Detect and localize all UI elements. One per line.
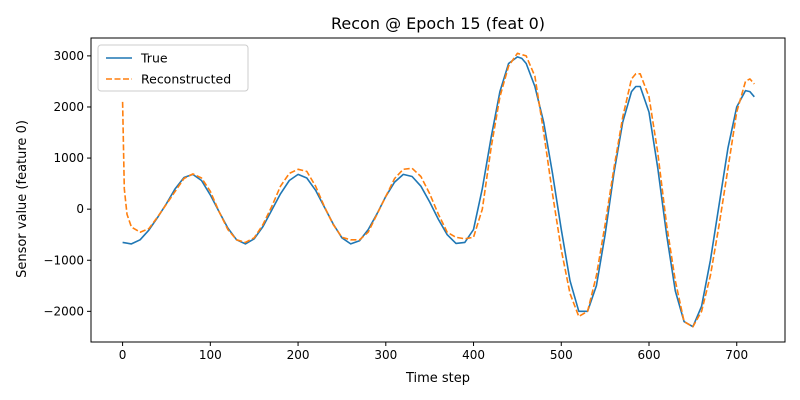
plot-area bbox=[90, 37, 786, 343]
x-tick-label: 400 bbox=[462, 348, 485, 362]
x-tick-label: 300 bbox=[374, 348, 397, 362]
y-tick-label: 1000 bbox=[53, 151, 84, 165]
x-tick-label: 200 bbox=[287, 348, 310, 362]
x-tick-label: 500 bbox=[550, 348, 573, 362]
x-tick-label: 100 bbox=[199, 348, 222, 362]
legend-label-1: Reconstructed bbox=[141, 72, 231, 87]
y-axis-label: Sensor value (feature 0) bbox=[15, 120, 30, 278]
axes-frame bbox=[90, 37, 786, 343]
series-line-1 bbox=[121, 52, 755, 328]
x-tick-label: 600 bbox=[638, 348, 661, 362]
y-tick-label: 3000 bbox=[53, 49, 84, 63]
x-axis-label: Time step bbox=[405, 371, 470, 386]
x-tick-label: 0 bbox=[119, 348, 127, 362]
y-tick-label: 0 bbox=[76, 202, 84, 216]
legend-box bbox=[97, 44, 249, 92]
x-tick-label: 700 bbox=[725, 348, 748, 362]
legend-label-0: True bbox=[140, 51, 168, 66]
y-tick-label: −2000 bbox=[43, 304, 84, 318]
y-tick-label: 2000 bbox=[53, 100, 84, 114]
legend: True Reconstructed bbox=[97, 44, 249, 92]
y-axis-ticks: −2000 −1000 0 1000 2000 3000 bbox=[43, 49, 91, 318]
series-line-0 bbox=[122, 56, 755, 328]
y-tick-label: −1000 bbox=[43, 253, 84, 267]
chart-title: Recon @ Epoch 15 (feat 0) bbox=[331, 14, 545, 33]
x-axis-ticks: 0 100 200 300 400 500 600 700 bbox=[119, 342, 748, 362]
